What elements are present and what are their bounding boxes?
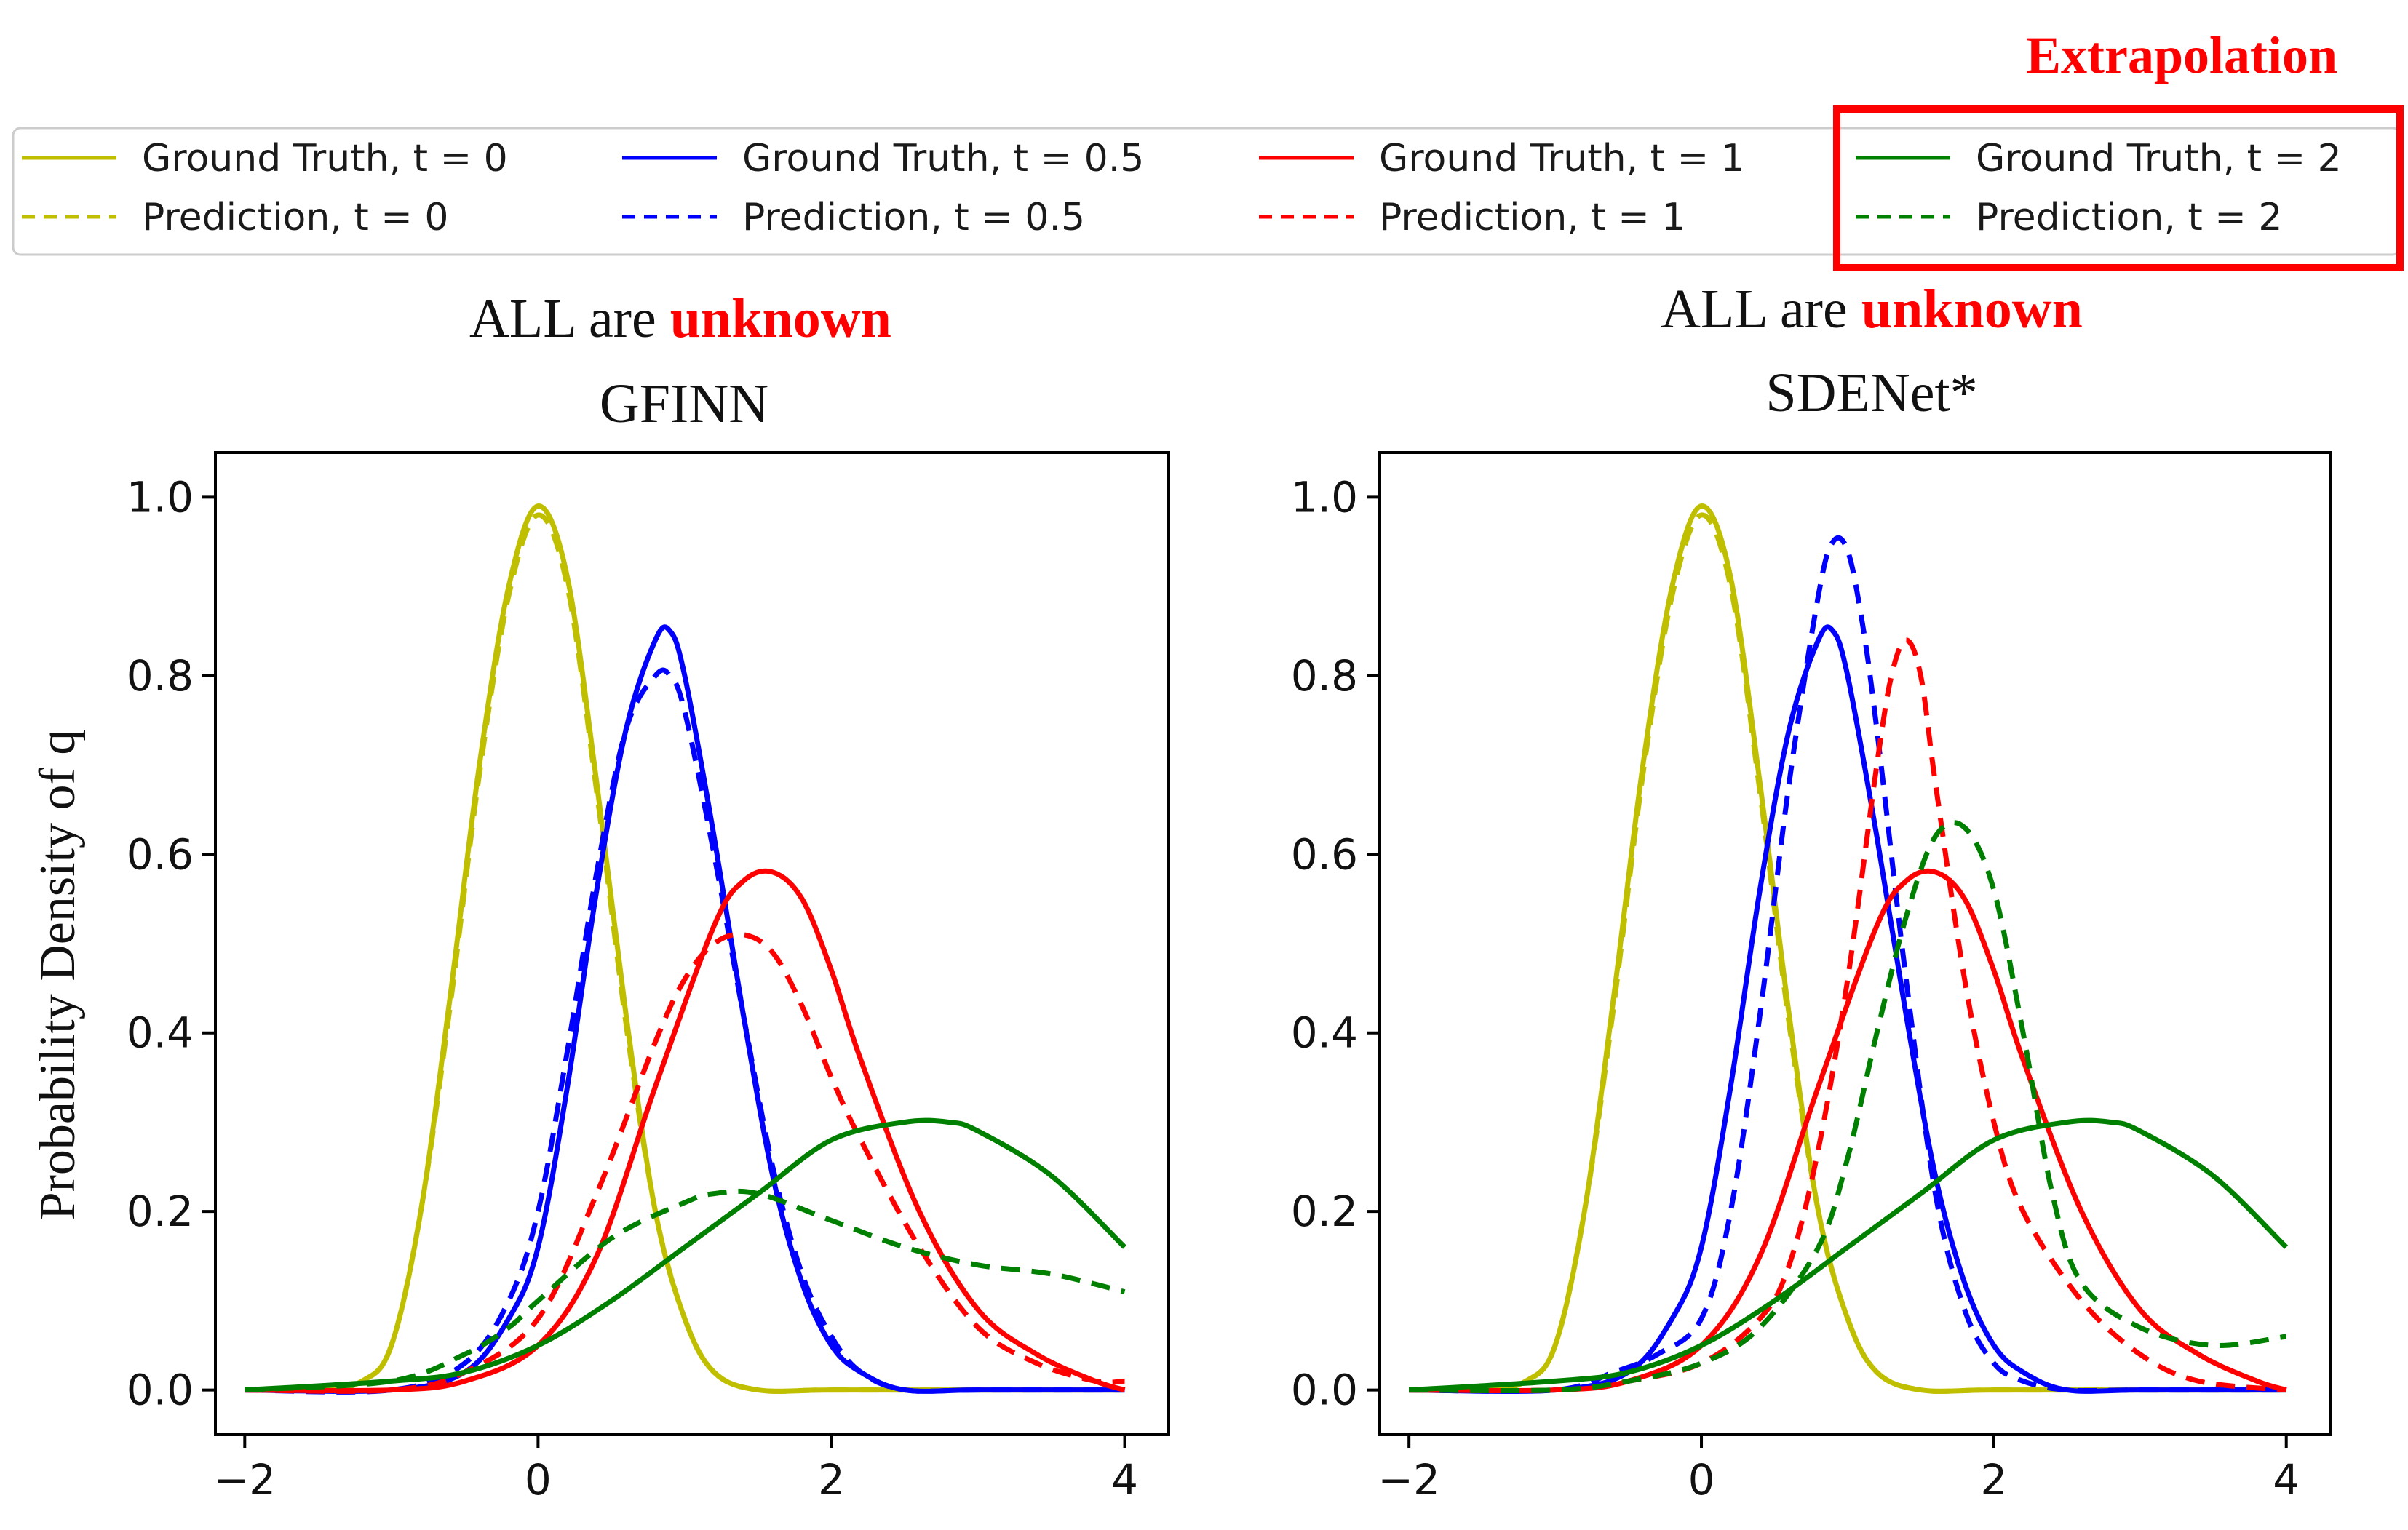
legend-label: Prediction, t = 1: [1379, 196, 1685, 239]
series-line-ground-truth: [1409, 503, 2286, 1394]
series-line-ground-truth: [245, 868, 1126, 1394]
x-tick-label: 4: [1111, 1455, 1138, 1505]
axes-frame: [214, 451, 1170, 1436]
series-line-prediction: [1409, 820, 2287, 1394]
legend-label: Ground Truth, t = 2: [1976, 137, 2342, 180]
x-tick-label: 0: [1688, 1455, 1715, 1505]
y-tick-label: 0.0: [127, 1366, 194, 1415]
panel-2-subtitle: SDENet*: [1765, 362, 1977, 423]
series-line-prediction: [1409, 535, 2286, 1394]
legend-label: Ground Truth, t = 0: [142, 137, 508, 180]
legend-label: Ground Truth, t = 1: [1379, 137, 1745, 180]
y-tick-label: 0.2: [127, 1187, 194, 1236]
y-tick-label: 0.6: [1291, 829, 1358, 879]
series-line-prediction: [245, 512, 1125, 1394]
x-tick-label: −2: [214, 1455, 277, 1505]
x-tick-label: 0: [525, 1455, 552, 1505]
legend-entry: Prediction, t = 0.5: [622, 196, 1085, 239]
y-tick-label: 0.6: [127, 829, 194, 879]
legend-label: Prediction, t = 0.5: [742, 196, 1085, 239]
series-line-ground-truth: [245, 1117, 1126, 1393]
x-tick-label: 2: [1980, 1455, 2007, 1505]
legend-entry: Prediction, t = 1: [1259, 196, 1685, 239]
legend-entry: Prediction, t = 2: [1856, 196, 2282, 239]
axes-frame: [1378, 451, 2332, 1436]
panel-titles: ALL are unknown GFINN ALL are unknown SD…: [469, 279, 2083, 434]
series-line-prediction: [1409, 512, 2286, 1394]
y-tick-label: 0.0: [1291, 1366, 1358, 1415]
series-line-ground-truth: [1409, 624, 2286, 1394]
plot-gfinn: −2 0 2 4 0.0 0.2 0.4 0.6 0.8 1.0: [127, 451, 1170, 1505]
legend: Ground Truth, t = 0 Ground Truth, t = 0.5…: [12, 105, 2404, 271]
legend-entry: Prediction, t = 0: [22, 196, 448, 239]
series-line-ground-truth: [1408, 1117, 2289, 1393]
y-tick-label: 0.8: [1291, 651, 1358, 701]
panel-1-subtitle: GFINN: [600, 373, 768, 434]
legend-entry: Ground Truth, t = 0: [22, 137, 508, 180]
extrapolation-label: Extrapolation: [2026, 26, 2337, 84]
extrapolation-highlight-box: [1833, 105, 2404, 271]
series-line-prediction: [1409, 637, 2287, 1394]
series-line-prediction: [245, 667, 1125, 1395]
plot-sdenet: −2 0 2 4 0.0 0.2 0.4 0.6 0.8 1.0: [1291, 451, 2332, 1505]
panel-1-title: ALL are unknown: [469, 288, 891, 349]
legend-label: Prediction, t = 2: [1976, 196, 2282, 239]
series-line-ground-truth: [1409, 868, 2287, 1394]
y-tick-label: 0.8: [127, 651, 194, 701]
series-line-prediction: [245, 931, 1125, 1394]
y-tick-label: 0.2: [1291, 1187, 1358, 1236]
legend-entry: Ground Truth, t = 2: [1856, 137, 2342, 180]
y-axis-label: Probability Density of q: [30, 730, 86, 1221]
series-line-prediction: [245, 1188, 1126, 1393]
series-group: [1408, 503, 2289, 1394]
series-group: [245, 503, 1126, 1395]
legend-entry: Ground Truth, t = 1: [1259, 137, 1745, 180]
legend-label: Prediction, t = 0: [142, 196, 448, 239]
y-tick-label: 1.0: [1291, 472, 1358, 522]
y-tick-label: 0.4: [127, 1008, 194, 1058]
x-tick-label: −2: [1378, 1455, 1440, 1505]
legend-label: Ground Truth, t = 0.5: [742, 137, 1144, 180]
panel-2-title: ALL are unknown: [1661, 279, 2083, 340]
y-tick-label: 1.0: [127, 472, 194, 522]
x-tick-label: 4: [2273, 1455, 2300, 1505]
legend-entry: Ground Truth, t = 0.5: [622, 137, 1144, 180]
y-tick-label: 0.4: [1291, 1008, 1358, 1058]
series-line-ground-truth: [245, 503, 1125, 1394]
x-tick-label: 2: [818, 1455, 845, 1505]
